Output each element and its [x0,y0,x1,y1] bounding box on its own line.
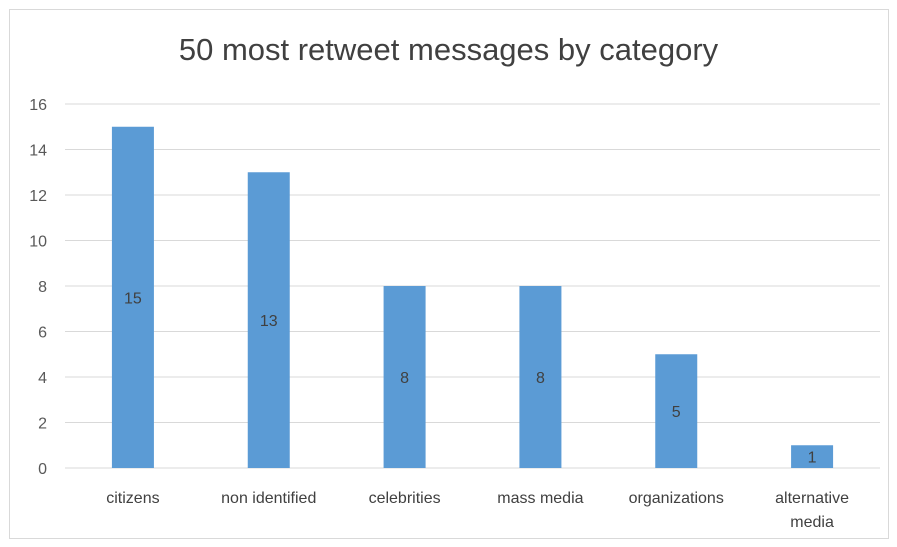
y-tick-label: 2 [38,416,47,433]
y-tick-label: 6 [38,325,47,342]
x-tick-label: organizations [629,490,724,507]
x-tick-label: alternative [775,490,849,507]
y-tick-label: 10 [29,234,47,251]
chart-frame [9,9,889,539]
bar [247,172,290,468]
y-tick-label: 12 [29,188,47,205]
x-tick-label: citizens [106,490,159,507]
x-tick-label: celebrities [369,490,441,507]
bar [791,445,834,468]
data-label: 15 [124,290,142,307]
data-labels: 15 13 8 8 5 1 [124,290,817,466]
x-axis: citizens non identified celebrities mass me… [106,490,849,531]
bar [655,354,698,468]
chart-title: 50 most retweet messages by category [178,32,719,67]
bar [383,286,426,468]
y-tick-label: 8 [38,279,47,296]
y-tick-label: 4 [38,370,47,387]
bar [111,126,154,468]
x-tick-label: non identified [221,490,316,507]
y-tick-label: 14 [29,143,47,160]
y-axis: 0 2 4 6 8 10 12 14 16 [29,97,47,478]
data-label: 1 [808,450,817,467]
bar [519,286,562,468]
y-tick-label: 16 [29,97,47,114]
bars [111,126,834,468]
x-tick-label: mass media [497,490,583,507]
gridlines [65,103,880,469]
data-label: 8 [400,370,409,387]
data-label: 8 [536,370,545,387]
x-tick-label: media [790,514,834,531]
data-label: 5 [672,404,681,421]
data-label: 13 [260,313,278,330]
y-tick-label: 0 [38,461,47,478]
